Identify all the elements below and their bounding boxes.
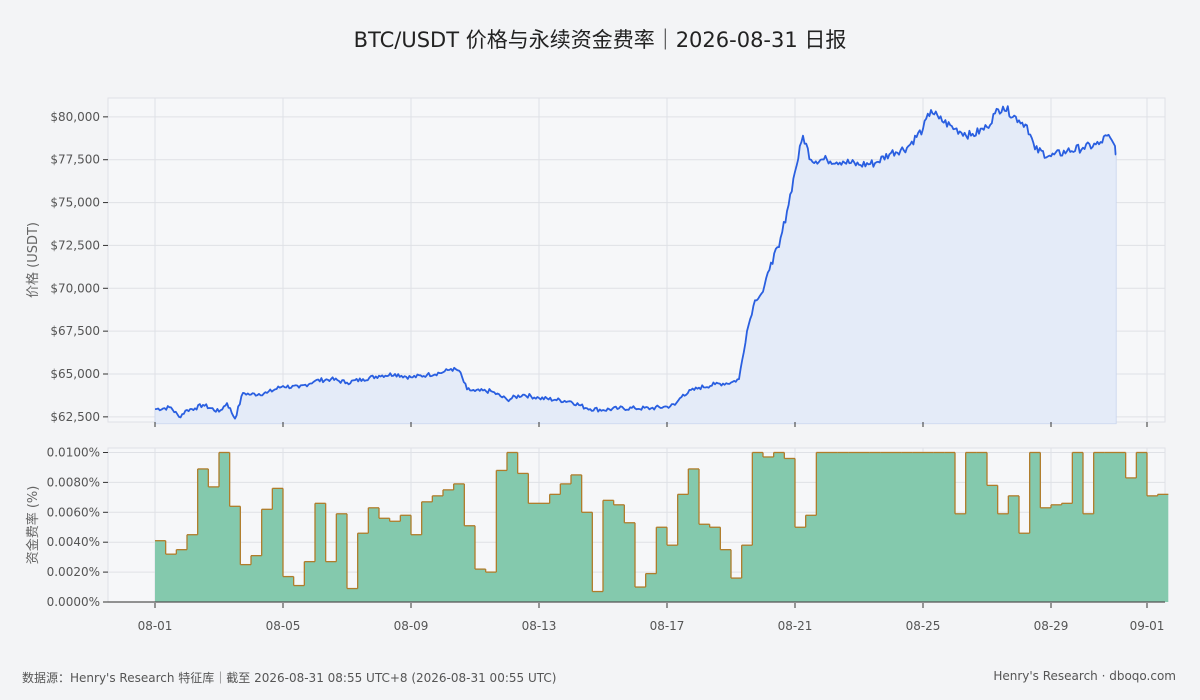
price-y-tick-label: $62,500 <box>50 410 100 424</box>
x-tick-label: 08-01 <box>138 619 173 633</box>
funding-y-axis-label: 资金费率 (%) <box>25 486 41 565</box>
x-tick-label: 08-17 <box>650 619 685 633</box>
x-axis: 08-01 08-05 08-09 08-13 08-17 08-21 08-25 08-29… <box>138 422 1165 633</box>
funding-panel: 0.0000% 0.0020% 0.0040% 0.0060% 0.0080% 0.010… <box>25 445 1169 609</box>
brand-credit: Henry's Research · dboqo.com <box>993 669 1176 683</box>
price-line <box>154 105 1117 420</box>
data-source-note: 数据源：Henry's Research 特征库｜截至 2026-08-31 0… <box>22 671 557 685</box>
price-y-tick-label: $72,500 <box>50 238 100 252</box>
x-tick-label: 09-01 <box>1130 619 1165 633</box>
funding-y-tick-label: 0.0020% <box>47 565 100 579</box>
price-y-tick-label: $70,000 <box>50 281 100 295</box>
price-y-tick-label: $80,000 <box>50 110 100 124</box>
x-tick-label: 08-13 <box>522 619 557 633</box>
funding-y-tick-label: 0.0060% <box>47 505 100 519</box>
x-tick-label: 08-25 <box>906 619 941 633</box>
price-y-axis-label: 价格 (USDT) <box>25 222 41 298</box>
funding-y-tick-label: 0.0000% <box>47 595 100 609</box>
price-panel: $62,500 $65,000 $67,500 $70,000 $72,500 $75,0… <box>25 97 1166 425</box>
funding-y-tick-label: 0.0100% <box>47 445 100 459</box>
price-y-tick-label: $65,000 <box>50 367 100 381</box>
x-tick-label: 08-09 <box>394 619 429 633</box>
price-y-tick-label: $75,000 <box>50 196 100 210</box>
x-tick-label: 08-21 <box>778 619 813 633</box>
x-tick-label: 08-29 <box>1034 619 1069 633</box>
funding-y-tick-label: 0.0040% <box>47 535 100 549</box>
x-tick-label: 08-05 <box>266 619 301 633</box>
price-y-tick-label: $67,500 <box>50 324 100 338</box>
price-y-tick-label: $77,500 <box>50 153 100 167</box>
chart-title: BTC/USDT 价格与永续资金费率｜2026-08-31 日报 <box>353 28 847 52</box>
funding-y-tick-label: 0.0080% <box>47 475 100 489</box>
